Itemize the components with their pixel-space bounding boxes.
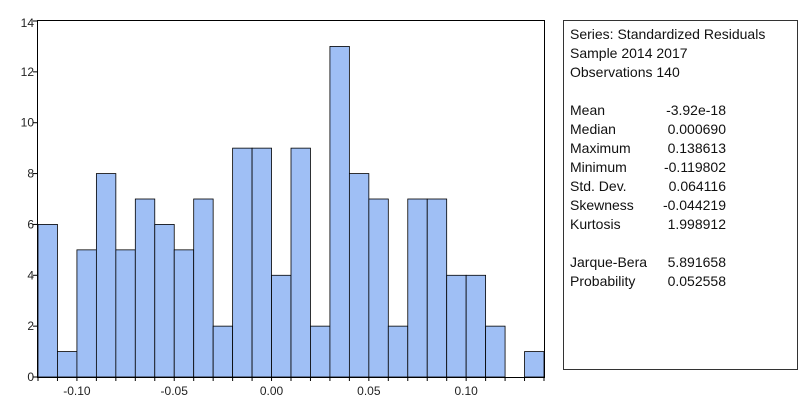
histogram-bar — [485, 325, 506, 378]
histogram-bar — [212, 325, 234, 378]
stat-label: Jarque-Bera — [570, 254, 648, 270]
histogram-bar — [426, 198, 448, 378]
x-tick-label: -0.10 — [63, 384, 91, 398]
histogram-bar — [134, 198, 156, 378]
stat-row-jarque-bera: Jarque-Bera 5.891658 — [570, 253, 791, 272]
series-name: Series: Standardized Residuals — [570, 26, 766, 42]
histogram-bar — [173, 249, 195, 378]
stat-label: Maximum — [570, 140, 631, 156]
stat-row-median: Median 0.000690 — [570, 120, 791, 139]
histogram-bar — [387, 325, 409, 378]
stat-value: -3.92e-18 — [666, 102, 726, 118]
stat-row-mean: Mean -3.92e-18 — [570, 101, 791, 120]
stat-value: 0.052558 — [667, 273, 726, 289]
histogram-bar — [271, 274, 292, 378]
histogram-bar — [446, 274, 467, 378]
stat-label: Skewness — [570, 197, 634, 213]
stat-value: 0.000690 — [667, 121, 726, 137]
stat-label: Kurtosis — [570, 216, 621, 232]
stat-value: 1.998912 — [667, 216, 726, 232]
histogram-bar — [290, 147, 311, 378]
y-tick-label: 6 — [27, 217, 34, 231]
histogram-bar — [76, 249, 97, 378]
x-tick-label: 0.10 — [454, 384, 478, 398]
stat-row-maximum: Maximum 0.138613 — [570, 139, 791, 158]
y-tick-label: 12 — [21, 65, 35, 79]
y-tick-label: 10 — [21, 116, 35, 130]
stat-label: Mean — [570, 102, 606, 118]
stat-row-kurtosis: Kurtosis 1.998912 — [570, 215, 791, 234]
stat-value: 0.064116 — [668, 178, 726, 194]
x-tick-label: 0.05 — [357, 384, 381, 398]
histogram-bar — [329, 46, 350, 378]
histogram-bar — [193, 198, 214, 378]
stat-value: 5.891658 — [667, 254, 726, 270]
observations-count: Observations 140 — [570, 64, 680, 80]
histogram-bar — [251, 147, 272, 378]
histogram-bar — [348, 173, 370, 378]
histogram-bar — [154, 224, 175, 378]
y-tick-label: 2 — [27, 319, 34, 333]
y-tick-label: 4 — [27, 268, 34, 282]
stat-value: 0.138613 — [667, 140, 726, 156]
histogram-chart: 0 2 4 6 8 10 12 14 -0.10 -0.05 0.00 0.05 0.10 — [21, 16, 545, 398]
histogram-bar — [368, 198, 389, 378]
histogram-bar — [465, 274, 487, 378]
sample-range: Sample 2014 2017 — [570, 45, 688, 61]
y-tick-label: 8 — [27, 167, 34, 181]
histogram-bar — [407, 198, 428, 378]
histogram-bar — [57, 351, 78, 378]
stat-value: -0.044219 — [662, 197, 726, 213]
x-tick-label: 0.00 — [260, 384, 284, 398]
histogram-bar — [37, 224, 58, 378]
histogram-bar — [310, 325, 331, 378]
y-tick-label: 0 — [27, 370, 34, 384]
histogram-bar — [95, 173, 117, 378]
stat-row-std-dev: Std. Dev. 0.064116 — [570, 177, 791, 196]
histogram-bar — [115, 249, 136, 378]
histogram-bar — [232, 147, 253, 378]
stat-value: -0.119802 — [663, 159, 726, 175]
stat-label: Std. Dev. — [570, 178, 627, 194]
stat-label: Median — [570, 121, 616, 137]
stat-label: Probability — [570, 273, 636, 289]
y-tick-label: 14 — [21, 16, 35, 30]
stat-row-minimum: Minimum -0.119802 — [570, 158, 791, 177]
histogram-bar — [524, 351, 545, 378]
x-tick-label: -0.05 — [161, 384, 189, 398]
stat-row-probability: Probability 0.052558 — [570, 272, 791, 291]
stat-label: Minimum — [570, 159, 627, 175]
summary-statistics-box: Series: Standardized Residuals Sample 20… — [563, 20, 798, 370]
stat-row-skewness: Skewness -0.044219 — [570, 196, 791, 215]
